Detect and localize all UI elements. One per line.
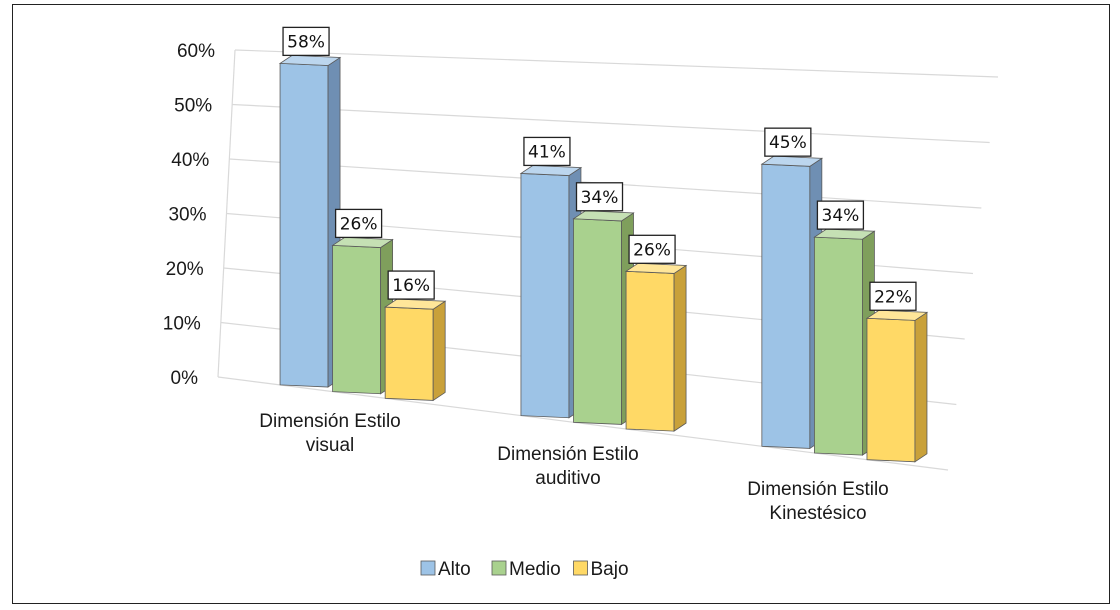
bar-top bbox=[519, 165, 583, 176]
y-tick-label: 60% bbox=[177, 41, 215, 62]
legend-item-medio: Medio bbox=[491, 559, 561, 580]
bar-front bbox=[279, 62, 329, 388]
bar-bajo-1: 16% bbox=[383, 270, 447, 402]
data-label-box bbox=[282, 26, 330, 57]
bar-top bbox=[813, 228, 876, 240]
data-label: 26% bbox=[633, 240, 671, 260]
bar-front bbox=[573, 218, 622, 425]
bar-alto-1: 58% bbox=[278, 26, 342, 388]
bars: 58% 26% 16% 41% 34% 26% 45% 34% 22% bbox=[278, 26, 929, 463]
bar-top bbox=[624, 262, 688, 274]
gridline-6 bbox=[234, 49, 999, 78]
y-tick-label: 0% bbox=[171, 368, 199, 389]
y-axis: 0% 10% 20% 30% 40% 50% 60% bbox=[163, 41, 215, 389]
data-label: 41% bbox=[528, 142, 566, 162]
bar-side bbox=[432, 300, 446, 402]
legend-swatch bbox=[491, 560, 507, 576]
bar-side bbox=[914, 311, 928, 463]
category-label-line: Dimensión Estilo bbox=[497, 444, 639, 465]
data-label-box bbox=[575, 182, 624, 212]
data-label-box bbox=[816, 200, 865, 230]
category-label-line: auditivo bbox=[535, 468, 601, 489]
legend-label: Medio bbox=[509, 559, 561, 580]
bar-front bbox=[814, 236, 863, 456]
bar-medio-1: 26% bbox=[331, 208, 394, 395]
category-label-3: Dimensión Estilo Kinestésico bbox=[747, 479, 889, 524]
data-label-box bbox=[628, 234, 676, 264]
legend-swatch bbox=[420, 560, 436, 576]
gridline-0 bbox=[217, 376, 949, 471]
bar-alto-3: 45% bbox=[760, 127, 824, 450]
y-tick-label: 40% bbox=[171, 150, 209, 171]
bar-top bbox=[572, 210, 635, 222]
legend-item-bajo: Bajo bbox=[573, 559, 629, 580]
data-label: 22% bbox=[874, 287, 912, 307]
category-label-line: Dimensión Estilo bbox=[259, 411, 401, 432]
data-label-box bbox=[764, 127, 812, 157]
legend: Alto Medio Bajo bbox=[420, 559, 629, 580]
bar-front bbox=[520, 173, 570, 419]
legend-label: Alto bbox=[438, 559, 471, 580]
bar-top bbox=[865, 309, 929, 321]
y-tick-label: 20% bbox=[166, 259, 204, 280]
bar-top bbox=[331, 237, 394, 248]
bar-bajo-2: 26% bbox=[624, 234, 688, 432]
y-tick-label: 10% bbox=[163, 314, 201, 335]
bar-front bbox=[866, 317, 916, 463]
data-label: 34% bbox=[581, 188, 619, 208]
legend-item-alto: Alto bbox=[420, 559, 471, 580]
data-label: 34% bbox=[822, 206, 860, 226]
axis-wall-edge bbox=[217, 49, 236, 378]
data-label-box bbox=[334, 208, 383, 239]
category-labels: Dimensión Estilo visual Dimensión Estilo au… bbox=[259, 411, 889, 524]
bar-alto-2: 41% bbox=[519, 136, 583, 419]
bar-front bbox=[332, 244, 382, 395]
category-label-line: Kinestésico bbox=[769, 503, 866, 524]
data-label: 16% bbox=[392, 276, 430, 296]
data-label-box bbox=[387, 270, 435, 300]
bar-medio-2: 34% bbox=[572, 182, 635, 426]
bar-top bbox=[760, 155, 824, 167]
bar-front bbox=[384, 306, 434, 401]
bar-side bbox=[673, 264, 687, 432]
bar-front bbox=[761, 163, 811, 449]
data-label-box bbox=[869, 281, 917, 311]
category-label-1: Dimensión Estilo visual bbox=[259, 411, 401, 456]
gridline-5 bbox=[232, 103, 990, 144]
y-tick-label: 50% bbox=[174, 96, 212, 117]
category-label-line: Dimensión Estilo bbox=[747, 479, 889, 500]
chart-frame: 0% 10% 20% 30% 40% 50% 60% 58% 26% 16% 41% 34% 26% 4… bbox=[12, 4, 1110, 604]
category-label-2: Dimensión Estilo auditivo bbox=[497, 444, 639, 489]
data-label: 58% bbox=[287, 32, 325, 52]
category-label-line: visual bbox=[306, 435, 355, 456]
bar-top bbox=[383, 298, 447, 310]
bar-chart-3d: 0% 10% 20% 30% 40% 50% 60% 58% 26% 16% 41% 34% 26% 4… bbox=[163, 26, 999, 580]
bar-medio-3: 34% bbox=[813, 200, 876, 456]
y-tick-label: 30% bbox=[168, 205, 206, 226]
legend-label: Bajo bbox=[591, 559, 629, 580]
data-label-box bbox=[523, 136, 571, 167]
data-label: 26% bbox=[340, 214, 378, 234]
bar-front bbox=[625, 270, 675, 432]
bar-bajo-3: 22% bbox=[865, 281, 929, 463]
legend-swatch bbox=[573, 560, 588, 576]
data-label: 45% bbox=[769, 133, 807, 153]
bar-top bbox=[278, 54, 342, 66]
